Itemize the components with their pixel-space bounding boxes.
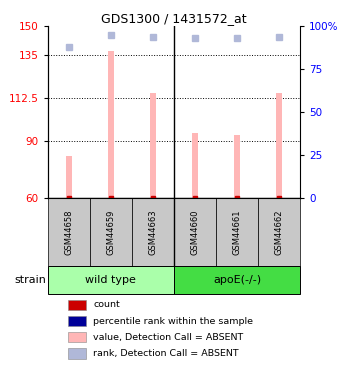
Text: GSM44659: GSM44659 — [106, 210, 115, 255]
Bar — [68, 300, 86, 310]
Text: count: count — [93, 300, 120, 309]
Text: GSM44658: GSM44658 — [64, 210, 73, 255]
Bar — [174, 198, 216, 266]
Bar — [68, 348, 86, 358]
Text: strain: strain — [14, 275, 46, 285]
Bar — [276, 93, 282, 198]
Text: apoE(-/-): apoE(-/-) — [213, 275, 261, 285]
Bar — [108, 51, 114, 198]
Text: rank, Detection Call = ABSENT: rank, Detection Call = ABSENT — [93, 349, 239, 358]
Bar — [174, 266, 300, 294]
Bar — [68, 332, 86, 342]
Bar — [192, 134, 198, 198]
Bar — [258, 198, 300, 266]
Bar — [234, 135, 240, 198]
Bar — [90, 198, 132, 266]
Text: percentile rank within the sample: percentile rank within the sample — [93, 316, 253, 326]
Bar — [48, 198, 90, 266]
Title: GDS1300 / 1431572_at: GDS1300 / 1431572_at — [101, 12, 247, 25]
Text: GSM44661: GSM44661 — [233, 210, 241, 255]
Text: wild type: wild type — [85, 275, 136, 285]
Bar — [150, 93, 156, 198]
Bar — [68, 316, 86, 326]
Bar — [216, 198, 258, 266]
Text: GSM44663: GSM44663 — [148, 209, 158, 255]
Bar — [48, 266, 174, 294]
Text: value, Detection Call = ABSENT: value, Detection Call = ABSENT — [93, 333, 243, 342]
Text: GSM44660: GSM44660 — [190, 210, 199, 255]
Bar — [65, 156, 72, 198]
Text: GSM44662: GSM44662 — [275, 210, 284, 255]
Bar — [132, 198, 174, 266]
